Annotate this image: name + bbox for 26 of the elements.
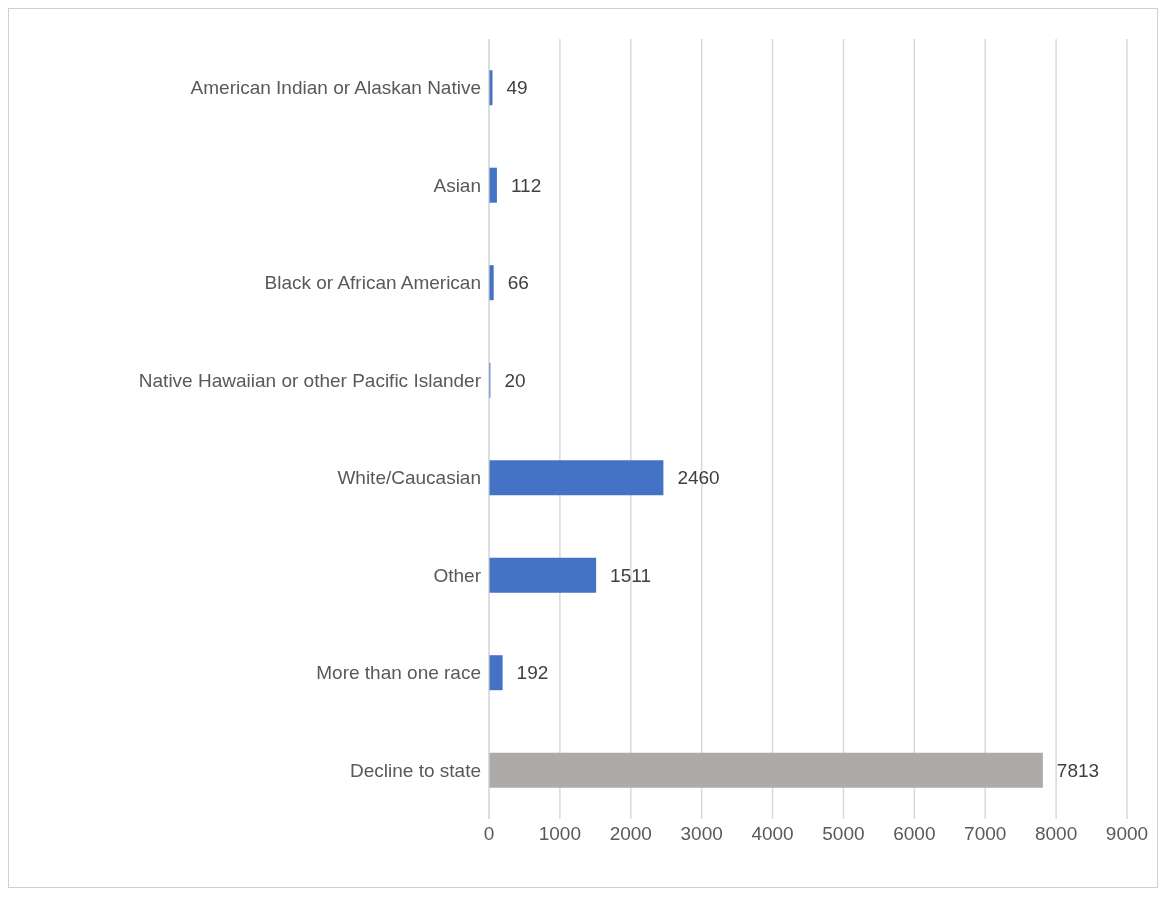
data-label: 7813 bbox=[1056, 759, 1100, 781]
x-tick-label: 1000 bbox=[538, 823, 582, 845]
x-tick-label: 7000 bbox=[964, 823, 1007, 845]
y-tick-label: Other bbox=[433, 564, 482, 586]
y-tick-label: More than one race bbox=[316, 662, 481, 684]
x-tick-label: 3000 bbox=[680, 823, 723, 845]
y-tick-label: Native Hawaiian or other Pacific Islander bbox=[138, 369, 482, 391]
x-tick-label: 8000 bbox=[1034, 823, 1078, 845]
y-tick-label: Decline to state bbox=[350, 759, 481, 781]
data-label: 1511 bbox=[610, 564, 651, 586]
x-tick-label: 9000 bbox=[1105, 823, 1149, 845]
data-label: 66 bbox=[507, 272, 529, 294]
x-tick-label: 2000 bbox=[609, 823, 652, 845]
y-tick-label: Black or African American bbox=[264, 272, 481, 294]
data-label: 192 bbox=[516, 662, 549, 684]
data-label: 2460 bbox=[677, 467, 720, 489]
data-label: 112 bbox=[510, 174, 542, 196]
x-tick-label: 4000 bbox=[751, 823, 794, 845]
x-tick-label: 0 bbox=[483, 823, 495, 845]
y-tick-label: White/Caucasian bbox=[337, 467, 481, 489]
x-tick-label: 6000 bbox=[893, 823, 936, 845]
data-label: 49 bbox=[506, 77, 528, 99]
x-tick-label: 5000 bbox=[822, 823, 865, 845]
y-tick-label: Asian bbox=[433, 174, 481, 196]
y-tick-label: American Indian or Alaskan Native bbox=[190, 77, 481, 99]
data-label: 20 bbox=[504, 369, 526, 391]
